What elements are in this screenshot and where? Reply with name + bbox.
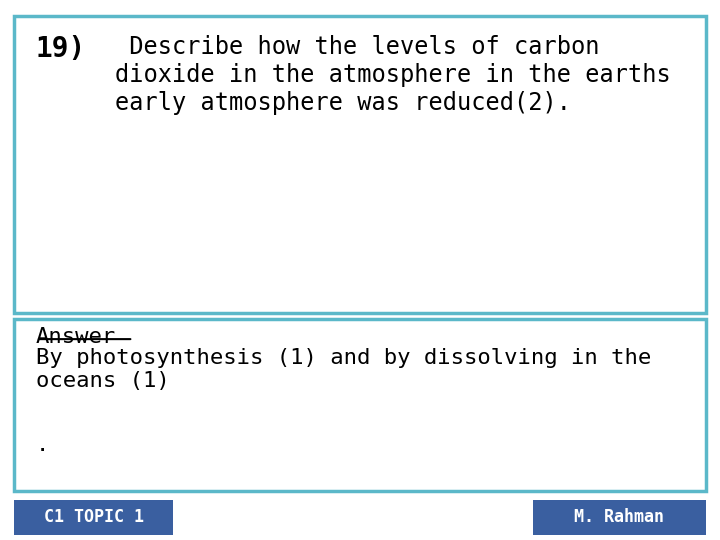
Text: 19): 19) (36, 35, 86, 63)
Text: C1 TOPIC 1: C1 TOPIC 1 (44, 508, 143, 526)
Text: M. Rahman: M. Rahman (575, 508, 665, 526)
FancyBboxPatch shape (14, 319, 706, 491)
Text: Describe how the levels of carbon
dioxide in the atmosphere in the earths
early : Describe how the levels of carbon dioxid… (115, 35, 671, 114)
FancyBboxPatch shape (14, 500, 173, 535)
Text: .: . (36, 435, 50, 455)
Text: By photosynthesis (1) and by dissolving in the
oceans (1): By photosynthesis (1) and by dissolving … (36, 348, 652, 392)
FancyBboxPatch shape (533, 500, 706, 535)
Text: Answer: Answer (36, 327, 116, 347)
FancyBboxPatch shape (14, 16, 706, 313)
